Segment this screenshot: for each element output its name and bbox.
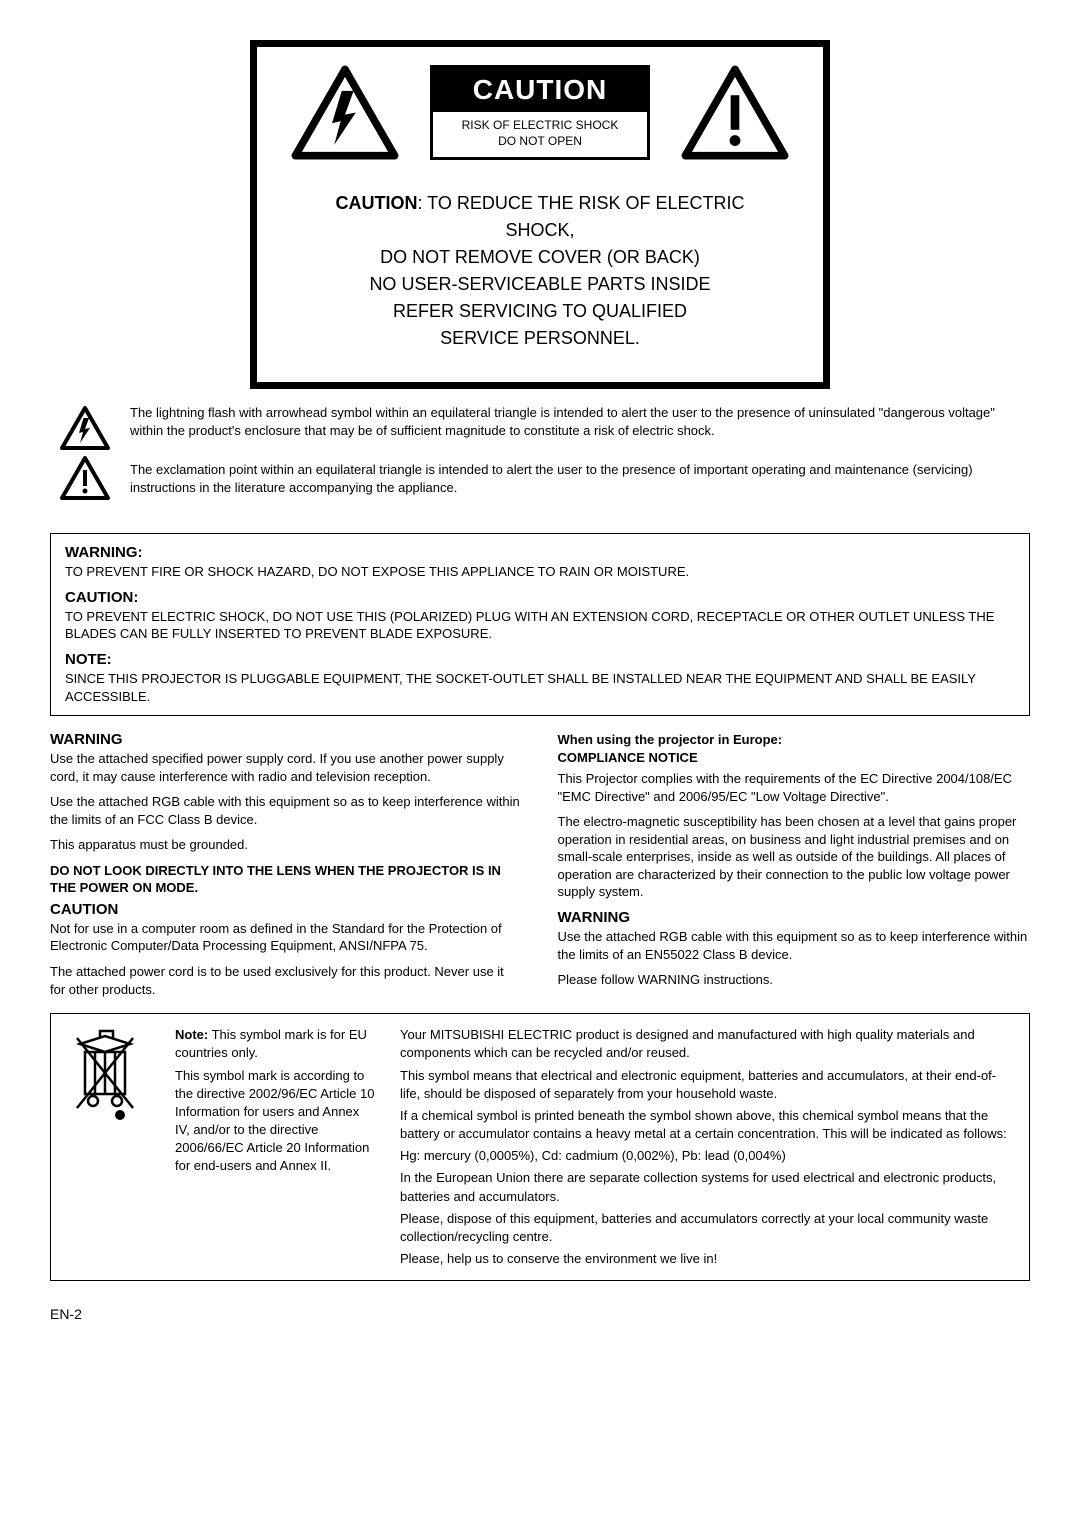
voltage-triangle-small-icon xyxy=(60,406,110,450)
right-p4: Please follow WARNING instructions. xyxy=(558,971,1031,989)
caution-main-l3: DO NOT REMOVE COVER (OR BACK) xyxy=(380,247,700,267)
right-p1: This Projector complies with the require… xyxy=(558,770,1031,805)
symbol-row: CAUTION RISK OF ELECTRIC SHOCK DO NOT OP… xyxy=(277,65,803,160)
caution-main-bold: CAUTION xyxy=(335,193,417,213)
page-number: EN-2 xyxy=(50,1306,1030,1322)
left-p1: Use the attached specified power supply … xyxy=(50,750,523,785)
caution-main-l4: NO USER-SERVICEABLE PARTS INSIDE xyxy=(369,274,710,294)
explain-p1: The lightning flash with arrowhead symbo… xyxy=(130,404,1030,439)
caution-sub-line1: RISK OF ELECTRIC SHOCK xyxy=(462,118,619,132)
symbol-explanation: The lightning flash with arrowhead symbo… xyxy=(50,404,1030,518)
right-p2: The electro-magnetic susceptibility has … xyxy=(558,813,1031,901)
caution-main-l1: : TO REDUCE THE RISK OF ELECTRIC xyxy=(417,193,744,213)
box1-h1: WARNING: xyxy=(65,544,1015,561)
left-h2: CAUTION xyxy=(50,901,523,918)
disposal-d3: If a chemical symbol is printed beneath … xyxy=(400,1107,1015,1143)
right-p3: Use the attached RGB cable with this equ… xyxy=(558,928,1031,963)
disposal-d5: In the European Union there are separate… xyxy=(400,1169,1015,1205)
disposal-desc-column: Your MITSUBISHI ELECTRIC product is desi… xyxy=(400,1026,1015,1268)
left-h1: WARNING xyxy=(50,731,523,748)
disposal-d6: Please, dispose of this equipment, batte… xyxy=(400,1210,1015,1246)
left-column: WARNING Use the attached specified power… xyxy=(50,731,523,998)
disposal-note-column: Note: This symbol mark is for EU countri… xyxy=(175,1026,375,1268)
caution-title: CAUTION xyxy=(433,68,647,112)
left-p4: Not for use in a computer room as define… xyxy=(50,920,523,955)
left-b1: DO NOT LOOK DIRECTLY INTO THE LENS WHEN … xyxy=(50,862,523,897)
right-h1: WARNING xyxy=(558,909,1031,926)
voltage-triangle-icon xyxy=(290,65,400,160)
caution-main-text: CAUTION: TO REDUCE THE RISK OF ELECTRIC … xyxy=(277,190,803,352)
warning-caution-note-box: WARNING: TO PREVENT FIRE OR SHOCK HAZARD… xyxy=(50,533,1030,716)
left-p3: This apparatus must be grounded. xyxy=(50,836,523,854)
box1-h2: CAUTION: xyxy=(65,589,1015,606)
weee-bin-icon xyxy=(65,1026,145,1121)
box1-p2: TO PREVENT ELECTRIC SHOCK, DO NOT USE TH… xyxy=(65,608,1015,643)
caution-main-l2: SHOCK, xyxy=(505,220,574,240)
caution-sub-line2: DO NOT OPEN xyxy=(498,134,582,148)
right-column: When using the projector in Europe: COMP… xyxy=(558,731,1031,998)
disposal-d1: Your MITSUBISHI ELECTRIC product is desi… xyxy=(400,1026,1015,1062)
explain-icons xyxy=(60,404,110,500)
left-p2: Use the attached RGB cable with this equ… xyxy=(50,793,523,828)
two-column-section: WARNING Use the attached specified power… xyxy=(50,731,1030,998)
exclaim-triangle-icon xyxy=(680,65,790,160)
box1-p3: SINCE THIS PROJECTOR IS PLUGGABLE EQUIPM… xyxy=(65,670,1015,705)
caution-main-l6: SERVICE PERSONNEL. xyxy=(440,328,640,348)
disposal-d4: Hg: mercury (0,0005%), Cd: cadmium (0,00… xyxy=(400,1147,1015,1165)
weee-icon-column xyxy=(65,1026,150,1268)
box1-p1: TO PREVENT FIRE OR SHOCK HAZARD, DO NOT … xyxy=(65,563,1015,581)
caution-main-l5: REFER SERVICING TO QUALIFIED xyxy=(393,301,687,321)
disposal-d2: This symbol means that electrical and el… xyxy=(400,1067,1015,1103)
left-p5: The attached power cord is to be used ex… xyxy=(50,963,523,998)
right-b1b: COMPLIANCE NOTICE xyxy=(558,749,1031,767)
exclaim-triangle-small-icon xyxy=(60,456,110,500)
caution-center-panel: CAUTION RISK OF ELECTRIC SHOCK DO NOT OP… xyxy=(430,65,650,160)
caution-box: CAUTION RISK OF ELECTRIC SHOCK DO NOT OP… xyxy=(250,40,830,389)
explain-text: The lightning flash with arrowhead symbo… xyxy=(130,404,1030,518)
disposal-box: Note: This symbol mark is for EU countri… xyxy=(50,1013,1030,1281)
right-b1a: When using the projector in Europe: xyxy=(558,731,1031,749)
box1-h3: NOTE: xyxy=(65,651,1015,668)
note-label: Note: xyxy=(175,1027,208,1042)
explain-p2: The exclamation point within an equilate… xyxy=(130,461,1030,496)
disposal-d7: Please, help us to conserve the environm… xyxy=(400,1250,1015,1268)
caution-subtitle: RISK OF ELECTRIC SHOCK DO NOT OPEN xyxy=(433,112,647,157)
note-p2: This symbol mark is according to the dir… xyxy=(175,1068,374,1174)
